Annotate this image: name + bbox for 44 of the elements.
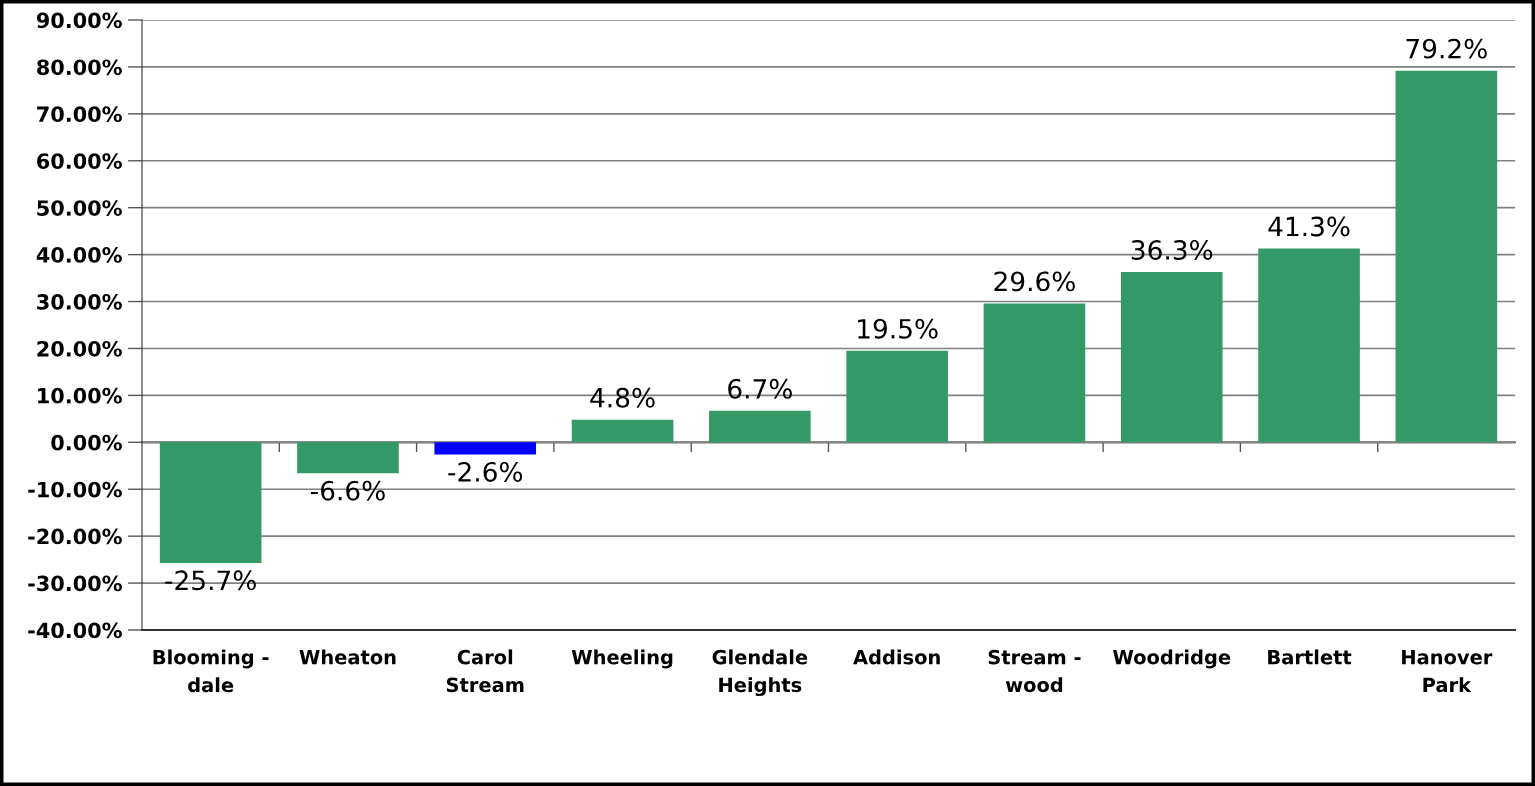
y-tick-label: 40.00% <box>36 247 122 263</box>
y-tick-label: 10.00% <box>38 387 122 404</box>
data-label: 6.7% <box>728 378 792 399</box>
data-label: -25.7% <box>165 570 256 591</box>
x-tick-label: Glendale Heights <box>712 649 808 697</box>
x-tick-label: Addison <box>853 649 940 665</box>
x-tick-label: Carol Stream <box>446 649 524 693</box>
data-label: 41.3% <box>1268 216 1350 237</box>
data-label: 29.6% <box>994 271 1075 292</box>
x-tick-label: Wheeling <box>571 649 673 669</box>
bar <box>709 410 811 443</box>
y-tick-label: 20.00% <box>37 340 122 357</box>
y-tick-label: 60.00% <box>37 153 122 169</box>
x-tick-label: Hanover Park <box>1402 650 1493 693</box>
y-tick-label: -30.00% <box>28 575 122 592</box>
data-label: -6.6% <box>310 480 385 501</box>
x-tick-label: Woodridge <box>1113 649 1231 669</box>
x-tick-label: Bartlett <box>1268 649 1352 665</box>
data-label: 19.5% <box>858 318 938 339</box>
bar <box>983 303 1086 443</box>
bar <box>1395 70 1498 443</box>
y-tick-label: 80.00% <box>37 59 122 76</box>
x-tick-label: Blooming - dale <box>153 649 269 693</box>
data-label: -2.6% <box>448 461 523 482</box>
y-tick-label: -10.00% <box>28 481 122 498</box>
bar <box>159 442 262 563</box>
y-tick-label: 50.00% <box>37 200 122 216</box>
y-tick-label: 30.00% <box>37 293 122 310</box>
y-tick-label: -20.00% <box>28 528 122 545</box>
bar <box>846 350 948 443</box>
data-label: 4.8% <box>590 387 655 408</box>
bar <box>1120 271 1223 443</box>
y-tick-label: 0.00% <box>51 434 122 451</box>
y-tick-label: -40.00% <box>28 622 122 639</box>
bar <box>571 419 674 443</box>
bar <box>434 442 537 455</box>
y-tick-label: 70.00% <box>37 106 122 123</box>
bar <box>1258 248 1360 443</box>
x-tick-label: Stream - wood <box>988 649 1081 693</box>
bar <box>297 442 399 474</box>
x-tick-label: Wheaton <box>299 649 396 665</box>
y-tick-label: 90.00% <box>36 12 122 29</box>
data-label: 36.3% <box>1131 239 1213 260</box>
data-label: 79.2% <box>1406 38 1487 59</box>
